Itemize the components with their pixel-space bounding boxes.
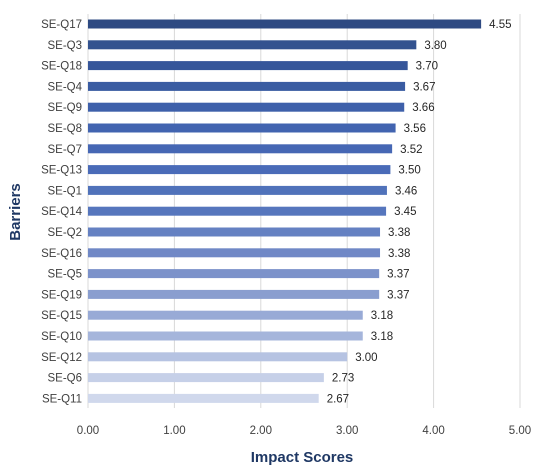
bar bbox=[88, 61, 408, 71]
value-label: 3.37 bbox=[387, 269, 409, 281]
category-label: SE-Q12 bbox=[41, 352, 82, 364]
x-tick-label: 1.00 bbox=[163, 425, 185, 437]
bar bbox=[88, 40, 417, 50]
bar bbox=[88, 185, 387, 195]
x-tick-label: 2.00 bbox=[250, 425, 272, 437]
x-tick-label: 3.00 bbox=[336, 425, 358, 437]
bar bbox=[88, 393, 319, 403]
bar bbox=[88, 206, 387, 216]
category-label: SE-Q15 bbox=[41, 310, 82, 322]
bar bbox=[88, 165, 391, 175]
value-label: 3.38 bbox=[388, 248, 410, 260]
x-tick-label: 0.00 bbox=[77, 425, 99, 437]
category-labels: SE-Q17 SE-Q3 SE-Q18 SE-Q4 SE-Q9 SE-Q8 SE-Q7 SE-… bbox=[41, 19, 83, 405]
category-label: SE-Q4 bbox=[47, 81, 82, 93]
bars bbox=[88, 19, 482, 403]
category-label: SE-Q16 bbox=[41, 248, 82, 260]
value-label: 3.38 bbox=[388, 227, 410, 239]
x-tick-label: 4.00 bbox=[422, 425, 444, 437]
value-label: 3.18 bbox=[371, 331, 393, 343]
value-label: 3.66 bbox=[412, 102, 434, 114]
value-label: 2.67 bbox=[327, 393, 349, 405]
bar bbox=[88, 269, 380, 279]
bar bbox=[88, 352, 348, 362]
value-label: 2.73 bbox=[332, 373, 354, 385]
bar bbox=[88, 144, 393, 154]
category-label: SE-Q3 bbox=[47, 40, 82, 52]
y-axis-title: Barriers bbox=[7, 183, 24, 241]
x-tick-label: 5.00 bbox=[509, 425, 531, 437]
value-label: 3.00 bbox=[355, 352, 377, 364]
category-label: SE-Q18 bbox=[41, 61, 82, 73]
value-labels: 4.55 3.80 3.70 3.67 3.66 3.56 3.52 3.50 3.46 3.45… bbox=[327, 19, 512, 405]
category-label: SE-Q2 bbox=[47, 227, 82, 239]
value-label: 4.55 bbox=[489, 19, 511, 31]
category-label: SE-Q13 bbox=[41, 165, 82, 177]
value-label: 3.80 bbox=[424, 40, 446, 52]
category-label: SE-Q17 bbox=[41, 19, 82, 31]
bar bbox=[88, 289, 380, 299]
category-label: SE-Q5 bbox=[47, 269, 82, 281]
value-label: 3.46 bbox=[395, 185, 417, 197]
x-axis-title: Impact Scores bbox=[251, 449, 354, 466]
bar bbox=[88, 310, 363, 320]
category-label: SE-Q1 bbox=[47, 185, 82, 197]
value-label: 3.37 bbox=[387, 289, 409, 301]
category-label: SE-Q9 bbox=[47, 102, 82, 114]
value-label: 3.45 bbox=[394, 206, 416, 218]
value-label: 3.67 bbox=[413, 81, 435, 93]
category-label: SE-Q19 bbox=[41, 289, 82, 301]
bar bbox=[88, 123, 396, 133]
bar bbox=[88, 19, 482, 29]
bar bbox=[88, 331, 363, 341]
bar bbox=[88, 227, 381, 237]
value-label: 3.70 bbox=[416, 61, 438, 73]
bar bbox=[88, 248, 381, 258]
category-label: SE-Q11 bbox=[42, 393, 82, 405]
value-label: 3.50 bbox=[398, 165, 420, 177]
category-label: SE-Q6 bbox=[47, 373, 82, 385]
category-label: SE-Q8 bbox=[47, 123, 82, 135]
bar bbox=[88, 102, 405, 112]
bar bbox=[88, 81, 406, 91]
category-label: SE-Q14 bbox=[41, 206, 83, 218]
x-tick-labels: 0.00 1.00 2.00 3.00 4.00 5.00 bbox=[77, 425, 531, 437]
value-label: 3.52 bbox=[400, 144, 422, 156]
bar bbox=[88, 373, 324, 383]
value-label: 3.56 bbox=[404, 123, 426, 135]
category-label: SE-Q10 bbox=[41, 331, 82, 343]
value-label: 3.18 bbox=[371, 310, 393, 322]
category-label: SE-Q7 bbox=[47, 144, 82, 156]
